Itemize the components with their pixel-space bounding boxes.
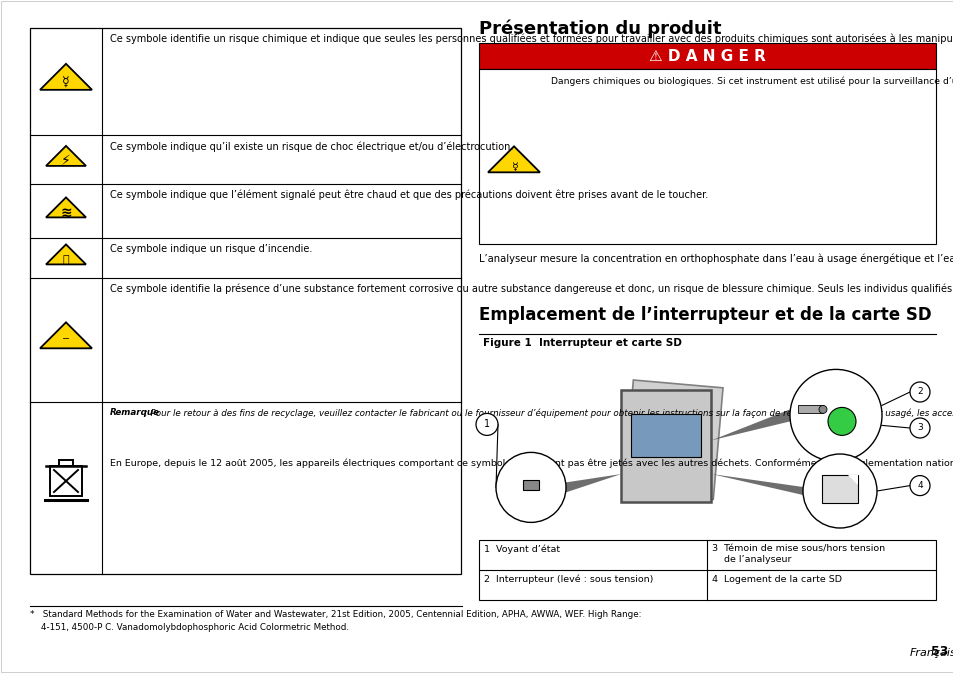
Polygon shape [847,475,857,485]
Text: L’analyseur mesure la concentration en orthophosphate dans l’eau à usage énergét: L’analyseur mesure la concentration en o… [478,254,953,264]
Polygon shape [565,474,620,493]
Text: *   Standard Methods for the Examination of Water and Wastewater, 21st Edition, : * Standard Methods for the Examination o… [30,610,640,619]
Bar [797,405,822,413]
Text: 3  Témoin de mise sous/hors tension
    de l’analyseur: 3 Témoin de mise sous/hors tension de l’… [712,545,884,565]
Polygon shape [46,146,86,166]
Circle shape [909,476,929,495]
Bar [631,414,700,456]
Text: Présentation du produit: Présentation du produit [478,20,720,38]
Text: 1: 1 [483,419,490,429]
Text: 4  Logement de la carte SD: 4 Logement de la carte SD [712,575,841,584]
Polygon shape [488,146,539,172]
Polygon shape [711,409,789,440]
Circle shape [827,407,855,435]
Text: 🔥: 🔥 [63,254,70,264]
Text: ☿: ☿ [62,77,70,90]
Bar [478,540,935,600]
Text: Emplacement de l’interrupteur et de la carte SD: Emplacement de l’interrupteur et de la c… [478,306,931,324]
Circle shape [818,405,826,413]
Polygon shape [711,474,802,495]
Circle shape [496,452,565,522]
Bar [478,43,935,69]
Text: ≋: ≋ [60,205,71,219]
Polygon shape [46,197,86,217]
Text: Ce symbole indique qu’il existe un risque de choc électrique et/ou d’électrocuti: Ce symbole indique qu’il existe un risqu… [110,141,513,151]
Circle shape [909,418,929,438]
Circle shape [476,413,497,435]
Polygon shape [40,64,91,90]
Text: ⚠ D A N G E R: ⚠ D A N G E R [648,48,765,63]
Text: 2: 2 [916,388,922,396]
Bar [620,390,711,502]
Circle shape [789,369,882,462]
Text: 53: 53 [929,645,947,658]
Bar [478,69,935,244]
Circle shape [802,454,876,528]
Bar [623,380,722,499]
Text: 4: 4 [916,481,922,490]
Text: ⚡: ⚡ [61,154,71,168]
Text: Figure 1  Interrupteur et carte SD: Figure 1 Interrupteur et carte SD [482,338,681,348]
Text: Dangers chimiques ou biologiques. Si cet instrument est utilisé pour la surveill: Dangers chimiques ou biologiques. Si cet… [551,76,953,85]
Text: En Europe, depuis le 12 août 2005, les appareils électriques comportant ce symbo: En Europe, depuis le 12 août 2005, les a… [110,458,953,468]
Text: Remarque: Remarque [110,408,160,417]
Bar [50,466,82,496]
Bar [821,475,857,503]
Bar [478,356,935,536]
Circle shape [909,382,929,402]
Text: 1  Voyant d’état: 1 Voyant d’état [483,545,559,555]
Polygon shape [40,322,91,349]
Text: ⁻: ⁻ [62,334,70,349]
Text: 4-151, 4500-P C. Vanadomolybdophosphoric Acid Colormetric Method.: 4-151, 4500-P C. Vanadomolybdophosphoric… [30,623,349,632]
Text: 3: 3 [916,423,922,433]
Polygon shape [46,244,86,264]
Text: Ce symbole indique un risque d’incendie.: Ce symbole indique un risque d’incendie. [110,244,312,254]
Text: Ce symbole indique que l’élément signalé peut être chaud et que des précautions : Ce symbole indique que l’élément signalé… [110,190,707,201]
Text: Ce symbole identifie la présence d’une substance fortement corrosive ou autre su: Ce symbole identifie la présence d’une s… [110,284,953,295]
Bar [30,28,460,574]
Text: : Pour le retour à des fins de recyclage, veuillez contacter le fabricant ou le : : Pour le retour à des fins de recyclage… [141,408,953,417]
Text: 2  Interrupteur (levé : sous tension): 2 Interrupteur (levé : sous tension) [483,575,653,584]
Text: ☿: ☿ [510,162,517,172]
Text: Ce symbole identifie un risque chimique et indique que seules les personnes qual: Ce symbole identifie un risque chimique … [110,34,953,44]
Text: Français: Français [909,648,953,658]
Bar [522,481,538,491]
